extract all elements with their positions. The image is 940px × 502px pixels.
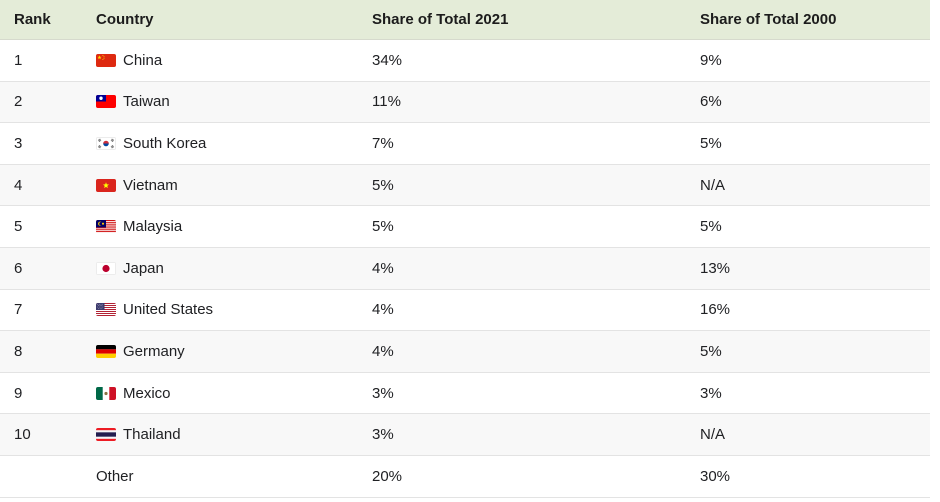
share-2000-cell: 6%	[700, 93, 722, 111]
country-label: Germany	[123, 342, 185, 360]
share-2000-cell: 16%	[700, 301, 731, 319]
share-2021-cell: 5%	[372, 218, 394, 236]
share-2000-cell: N/A	[700, 176, 726, 194]
table-row-other: Other 20% 30%	[0, 455, 930, 498]
country-label: China	[123, 51, 163, 69]
table-row: 2 Taiwan 11% 6%	[0, 81, 930, 124]
share-2000-cell: 3%	[700, 384, 722, 402]
table-row: 7 United States 4% 16%	[0, 289, 930, 332]
share-2021-cell: 34%	[372, 51, 403, 69]
united-states-flag-icon	[96, 303, 116, 317]
share-2021-cell: 4%	[372, 259, 394, 277]
share-2021-cell: 20%	[372, 467, 403, 485]
table-row: 5 Malaysia 5% 5%	[0, 206, 930, 248]
south-korea-flag-icon	[96, 136, 116, 150]
country-cell: United States	[96, 301, 372, 318]
share-2021-cell: 4%	[372, 301, 394, 319]
share-2021-cell: 5%	[372, 176, 394, 194]
taiwan-flag-icon	[96, 95, 116, 109]
rank-cell: 6	[14, 259, 23, 277]
table-row: 1 China 34% 9%	[0, 40, 930, 82]
rank-cell: 1	[14, 51, 23, 69]
country-cell: Germany	[96, 343, 372, 360]
country-cell: China	[96, 52, 372, 69]
rank-cell: 7	[14, 301, 23, 319]
country-label: South Korea	[123, 134, 207, 152]
share-2000-cell: 5%	[700, 134, 722, 152]
share-2000-cell: N/A	[700, 426, 726, 444]
share-2021-cell: 3%	[372, 426, 394, 444]
country-label: Thailand	[123, 426, 181, 444]
share-2000-cell: 9%	[700, 51, 722, 69]
country-cell: Mexico	[96, 385, 372, 402]
rank-cell: 5	[14, 218, 23, 236]
table-row: 3 South Korea 7% 5%	[0, 123, 930, 165]
share-2000-cell: 5%	[700, 218, 722, 236]
country-label: Taiwan	[123, 93, 170, 111]
country-cell: Malaysia	[96, 218, 372, 235]
share-2000-cell: 30%	[700, 467, 731, 485]
country-cell: Thailand	[96, 426, 372, 443]
rank-cell: 4	[14, 176, 23, 194]
table-row: 4 Vietnam 5% N/A	[0, 164, 930, 207]
china-flag-icon	[96, 53, 116, 67]
country-cell: Other	[96, 468, 372, 485]
header-cell-share-2021: Share of Total 2021	[372, 11, 509, 28]
country-label: Mexico	[123, 384, 171, 402]
table-row: 10 Thailand 3% N/A	[0, 414, 930, 456]
table-body: 1 China 34% 9% 2 Taiwan 11% 6% 3 South K…	[0, 40, 930, 498]
rank-cell: 9	[14, 384, 23, 402]
share-2000-cell: 5%	[700, 342, 722, 360]
country-cell: South Korea	[96, 135, 372, 152]
vietnam-flag-icon	[96, 178, 116, 192]
rank-cell: 3	[14, 134, 23, 152]
rank-cell: 8	[14, 342, 23, 360]
thailand-flag-icon	[96, 428, 116, 442]
japan-flag-icon	[96, 261, 116, 275]
country-label: Other	[96, 467, 134, 485]
table-row: 8 Germany 4% 5%	[0, 331, 930, 373]
country-cell: Taiwan	[96, 93, 372, 110]
country-label: United States	[123, 301, 214, 319]
share-2021-cell: 4%	[372, 342, 394, 360]
country-label: Malaysia	[123, 218, 183, 236]
table-row: 9 Mexico 3% 3%	[0, 372, 930, 415]
country-label: Vietnam	[123, 176, 178, 194]
germany-flag-icon	[96, 344, 116, 358]
country-cell: Japan	[96, 260, 372, 277]
country-cell: Vietnam	[96, 177, 372, 194]
header-cell-rank: Rank	[14, 11, 51, 28]
share-2000-cell: 13%	[700, 259, 731, 277]
table-header-row: Rank Country Share of Total 2021 Share o…	[0, 0, 930, 40]
share-2021-cell: 7%	[372, 134, 394, 152]
share-2021-cell: 11%	[372, 93, 401, 111]
table-row: 6 Japan 4% 13%	[0, 247, 930, 290]
header-cell-country: Country	[96, 11, 154, 28]
rank-cell: 2	[14, 93, 23, 111]
share-2021-cell: 3%	[372, 384, 394, 402]
header-cell-share-2000: Share of Total 2000	[700, 11, 837, 28]
mexico-flag-icon	[96, 386, 116, 400]
rank-cell: 10	[14, 426, 31, 444]
malaysia-flag-icon	[96, 220, 116, 234]
country-label: Japan	[123, 259, 164, 277]
